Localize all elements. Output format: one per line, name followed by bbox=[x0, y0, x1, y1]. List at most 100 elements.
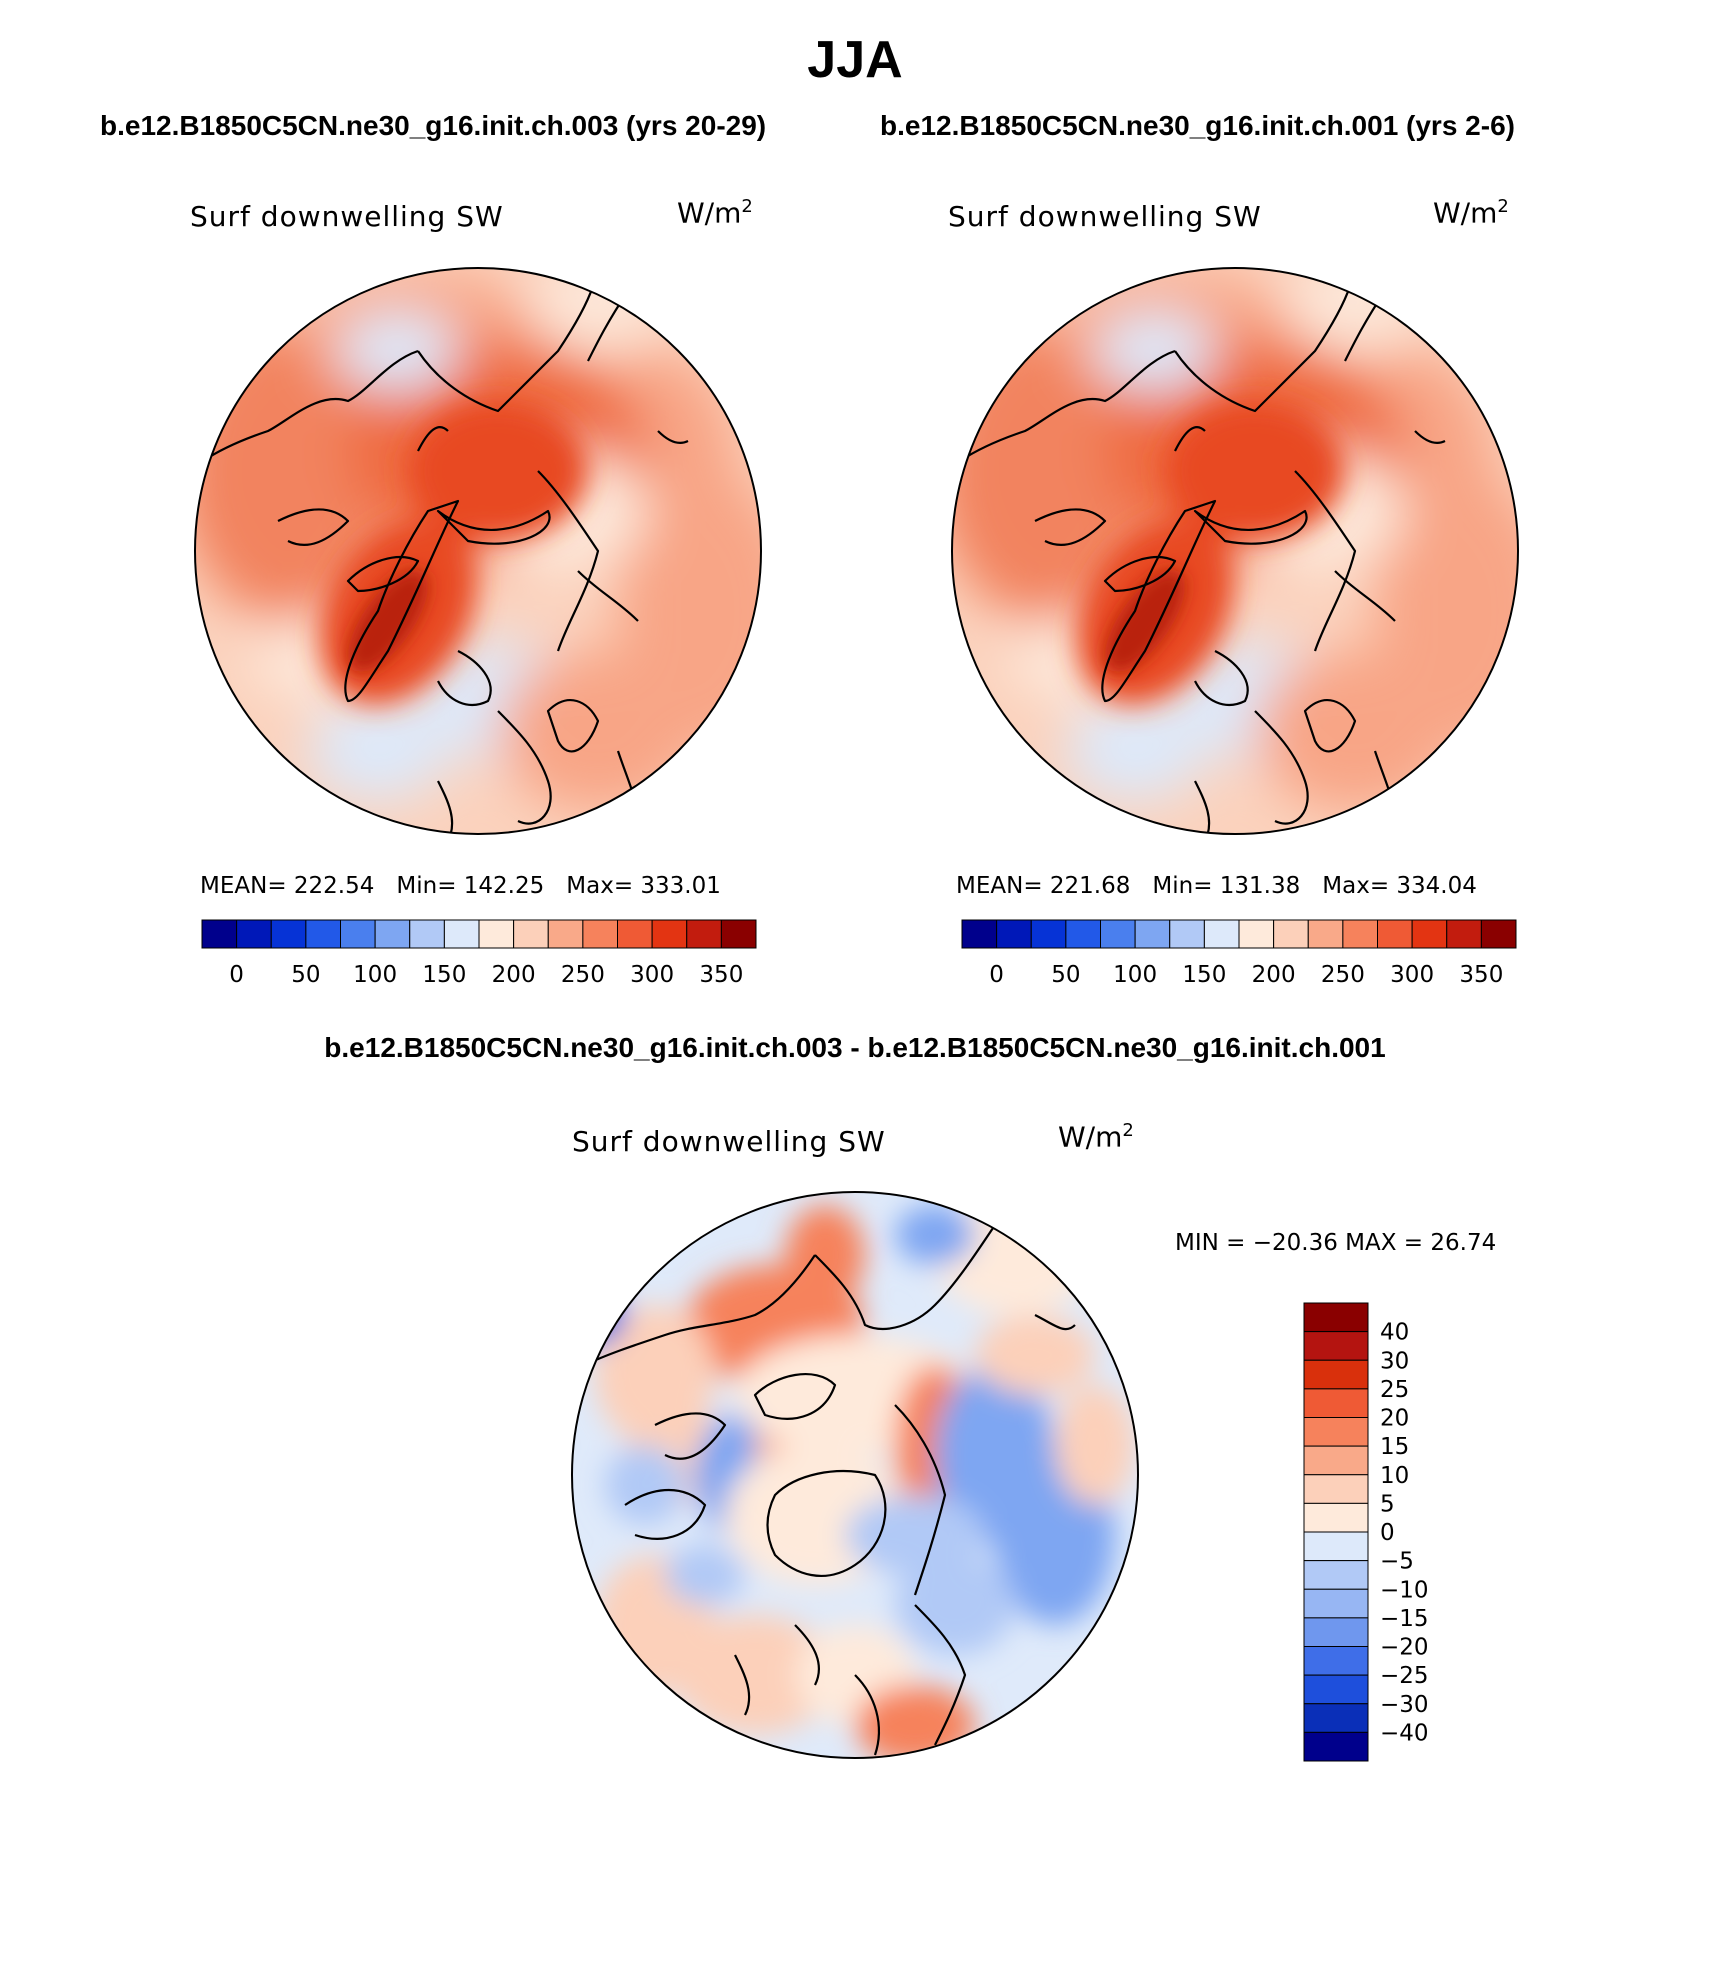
panel2-colorbar-swatch-5 bbox=[1134, 919, 1171, 949]
panel1-colorbar-tick-label: 300 bbox=[630, 962, 674, 988]
diff-colorbar-swatch-10 bbox=[1303, 1588, 1369, 1619]
panel1-colorbar-swatch-9 bbox=[513, 919, 549, 949]
panel1-colorbar-tick-label: 250 bbox=[561, 962, 605, 988]
panel1-colorbar-swatch-12 bbox=[617, 919, 653, 949]
panel1-max: Max= 333.01 bbox=[566, 873, 721, 899]
panel2-colorbar-swatch-12 bbox=[1377, 919, 1413, 949]
panel2-min: Min= 131.38 bbox=[1152, 873, 1301, 899]
diff-colorbar-tick-label: −5 bbox=[1380, 1549, 1414, 1575]
diff-colorbar-swatch-14 bbox=[1303, 1703, 1369, 1733]
panel1-colorbar-swatch-13 bbox=[651, 919, 688, 949]
panel2-max: Max= 334.04 bbox=[1322, 873, 1477, 899]
panel2-map bbox=[935, 251, 1555, 834]
panel1-colorbar: 0 50 100 150 200 250 300 350 bbox=[201, 919, 757, 988]
diff-colorbar-tick-label: −10 bbox=[1380, 1577, 1429, 1603]
diff-variable-label: Surf downwelling SW bbox=[572, 1125, 886, 1158]
diff-colorbar-swatch-3 bbox=[1303, 1388, 1369, 1418]
diff-minmax: MIN = −20.36 MAX = 26.74 bbox=[1175, 1230, 1497, 1256]
diff-colorbar-swatch-5 bbox=[1303, 1445, 1369, 1476]
panel1-colorbar-tick-label: 200 bbox=[492, 962, 536, 988]
panel2-mean: MEAN= 221.68 bbox=[956, 873, 1131, 899]
panel1-colorbar-tick-label: 150 bbox=[422, 962, 466, 988]
panel2-colorbar-swatch-3 bbox=[1065, 919, 1101, 949]
panel1-colorbar-tick-label: 0 bbox=[229, 962, 244, 988]
panel2-map-border bbox=[951, 267, 1519, 835]
panel1-colorbar-swatch-4 bbox=[340, 919, 376, 949]
panel2-colorbar-swatch-7 bbox=[1203, 919, 1240, 949]
diff-colorbar-tick-label: −20 bbox=[1380, 1635, 1429, 1661]
diff-colorbar-swatch-4 bbox=[1303, 1417, 1369, 1447]
panel2-variable-label: Surf downwelling SW bbox=[948, 200, 1262, 233]
panel2-colorbar-swatch-14 bbox=[1446, 919, 1482, 949]
diff-colorbar-swatch-6 bbox=[1303, 1474, 1369, 1504]
panel1-colorbar-swatch-5 bbox=[374, 919, 411, 949]
panel1-colorbar-swatch-7 bbox=[443, 919, 480, 949]
panel1-colorbar-swatch-0 bbox=[201, 919, 238, 949]
diff-title: b.e12.B1850C5CN.ne30_g16.init.ch.003 - b… bbox=[324, 1032, 1386, 1063]
diff-colorbar-tick-label: −15 bbox=[1380, 1606, 1429, 1632]
panel1-colorbar-swatch-2 bbox=[270, 919, 307, 949]
panel2-colorbar-swatch-15 bbox=[1480, 919, 1517, 949]
panel1-map-border bbox=[194, 267, 762, 835]
panel1-colorbar-swatch-14 bbox=[686, 919, 722, 949]
panel2-units: W/m2 bbox=[1433, 196, 1509, 230]
panel2-colorbar-swatch-9 bbox=[1273, 919, 1309, 949]
panel1-colorbar-swatch-3 bbox=[305, 919, 341, 949]
diff-map-border bbox=[571, 1191, 1139, 1759]
diff-colorbar-swatch-9 bbox=[1303, 1560, 1369, 1590]
diff-units: W/m2 bbox=[1058, 1120, 1134, 1154]
panel2-colorbar-tick-label: 150 bbox=[1182, 962, 1226, 988]
panel1-colorbar-swatch-1 bbox=[236, 919, 272, 949]
panel1-variable-label: Surf downwelling SW bbox=[190, 200, 504, 233]
diff-colorbar-swatch-1 bbox=[1303, 1331, 1369, 1361]
panel2-colorbar-swatch-6 bbox=[1169, 919, 1205, 949]
diff-colorbar-tick-label: 20 bbox=[1380, 1406, 1409, 1432]
diff-colorbar-tick-label: 5 bbox=[1380, 1491, 1395, 1517]
panel2-colorbar-tick-label: 200 bbox=[1252, 962, 1296, 988]
diff-colorbar-swatch-13 bbox=[1303, 1674, 1369, 1705]
panel2-colorbar-swatch-0 bbox=[961, 919, 998, 949]
panel1-colorbar-tick-label: 350 bbox=[699, 962, 743, 988]
panel2-colorbar-tick-label: 350 bbox=[1459, 962, 1503, 988]
panel1-min: Min= 142.25 bbox=[396, 873, 545, 899]
panel2-colorbar-swatch-10 bbox=[1307, 919, 1344, 949]
panel2-colorbar-tick-label: 50 bbox=[1051, 962, 1080, 988]
diff-colorbar-swatch-2 bbox=[1303, 1359, 1369, 1390]
panel1-colorbar-swatch-6 bbox=[409, 919, 445, 949]
diff-colorbar-tick-label: 15 bbox=[1380, 1434, 1409, 1460]
diff-colorbar-tick-label: 40 bbox=[1380, 1320, 1409, 1346]
diff-colorbar-tick-label: 0 bbox=[1380, 1520, 1395, 1546]
panel1-colorbar-tick-label: 50 bbox=[291, 962, 320, 988]
panel2-colorbar-swatch-4 bbox=[1100, 919, 1136, 949]
diff-map bbox=[555, 1175, 1155, 1775]
diff-colorbar-swatch-0 bbox=[1303, 1302, 1369, 1333]
panel2-colorbar-tick-label: 300 bbox=[1390, 962, 1434, 988]
diff-colorbar-tick-label: −40 bbox=[1380, 1720, 1429, 1746]
diff-colorbar-tick-label: −25 bbox=[1380, 1663, 1429, 1689]
panel2-colorbar-swatch-8 bbox=[1238, 919, 1275, 949]
panel1-colorbar-tick-label: 100 bbox=[353, 962, 397, 988]
panel2-colorbar-tick-label: 0 bbox=[989, 962, 1004, 988]
diff-colorbar-tick-label: 25 bbox=[1380, 1377, 1409, 1403]
case-title-left: b.e12.B1850C5CN.ne30_g16.init.ch.003 (yr… bbox=[100, 110, 767, 141]
panel1-colorbar-swatch-10 bbox=[547, 919, 584, 949]
panel2-colorbar-swatch-1 bbox=[996, 919, 1032, 949]
diff-colorbar-tick-label: −30 bbox=[1380, 1692, 1429, 1718]
panel2-colorbar-tick-label: 250 bbox=[1321, 962, 1365, 988]
panel2-colorbar-swatch-2 bbox=[1030, 919, 1067, 949]
panel2-colorbar-swatch-13 bbox=[1411, 919, 1448, 949]
diff-colorbar-swatch-12 bbox=[1303, 1646, 1369, 1676]
panel1-colorbar-swatch-11 bbox=[582, 919, 618, 949]
main-title: JJA bbox=[807, 31, 903, 89]
case-title-right: b.e12.B1850C5CN.ne30_g16.init.ch.001 (yr… bbox=[880, 110, 1515, 141]
diff-colorbar-tick-label: 30 bbox=[1380, 1348, 1409, 1374]
diff-colorbar-swatch-11 bbox=[1303, 1617, 1369, 1647]
panel1-mean: MEAN= 222.54 bbox=[200, 873, 375, 899]
diff-colorbar-swatch-7 bbox=[1303, 1502, 1369, 1533]
panel1-stats: MEAN= 222.54 Min= 142.25 Max= 333.01 bbox=[200, 873, 743, 899]
panel1-colorbar-swatch-15 bbox=[720, 919, 757, 949]
diff-colorbar-tick-label: 10 bbox=[1380, 1463, 1409, 1489]
panel2-colorbar: 0 50 100 150 200 250 300 350 bbox=[961, 919, 1517, 988]
